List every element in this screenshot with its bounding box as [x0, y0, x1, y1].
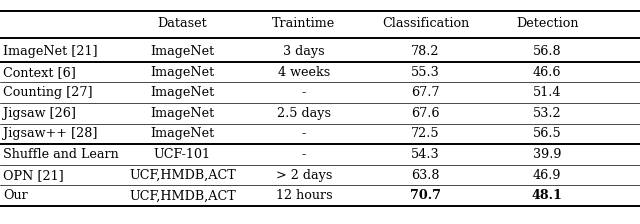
Text: 70.7: 70.7 — [410, 189, 441, 202]
Text: UCF-101: UCF-101 — [154, 148, 211, 161]
Text: Classification: Classification — [382, 17, 469, 30]
Text: 12 hours: 12 hours — [276, 189, 332, 202]
Text: -: - — [302, 148, 306, 161]
Text: 2.5 days: 2.5 days — [277, 107, 331, 120]
Text: > 2 days: > 2 days — [276, 169, 332, 182]
Text: Jigsaw++ [28]: Jigsaw++ [28] — [3, 127, 98, 140]
Text: 51.4: 51.4 — [533, 86, 561, 99]
Text: UCF,HMDB,ACT: UCF,HMDB,ACT — [129, 169, 236, 182]
Text: 67.6: 67.6 — [412, 107, 440, 120]
Text: OPN [21]: OPN [21] — [3, 169, 64, 182]
Text: 46.6: 46.6 — [533, 66, 561, 79]
Text: Traintime: Traintime — [273, 17, 335, 30]
Text: 72.5: 72.5 — [412, 127, 440, 140]
Text: Dataset: Dataset — [157, 17, 207, 30]
Text: Context [6]: Context [6] — [3, 66, 76, 79]
Text: 39.9: 39.9 — [533, 148, 561, 161]
Text: 53.2: 53.2 — [533, 107, 561, 120]
Text: 78.2: 78.2 — [412, 45, 440, 58]
Text: ImageNet [21]: ImageNet [21] — [3, 45, 98, 58]
Text: 4 weeks: 4 weeks — [278, 66, 330, 79]
Text: 63.8: 63.8 — [412, 169, 440, 182]
Text: ImageNet: ImageNet — [150, 66, 214, 79]
Text: 48.1: 48.1 — [532, 189, 563, 202]
Text: 46.9: 46.9 — [533, 169, 561, 182]
Text: Counting [27]: Counting [27] — [3, 86, 93, 99]
Text: Shuffle and Learn: Shuffle and Learn — [3, 148, 119, 161]
Text: ImageNet: ImageNet — [150, 45, 214, 58]
Text: 56.8: 56.8 — [533, 45, 561, 58]
Text: 56.5: 56.5 — [533, 127, 561, 140]
Text: 54.3: 54.3 — [412, 148, 440, 161]
Text: 3 days: 3 days — [283, 45, 325, 58]
Text: Our: Our — [3, 189, 28, 202]
Text: ImageNet: ImageNet — [150, 107, 214, 120]
Text: ImageNet: ImageNet — [150, 86, 214, 99]
Text: Detection: Detection — [516, 17, 579, 30]
Text: 55.3: 55.3 — [412, 66, 440, 79]
Text: UCF,HMDB,ACT: UCF,HMDB,ACT — [129, 189, 236, 202]
Text: 67.7: 67.7 — [412, 86, 440, 99]
Text: -: - — [302, 127, 306, 140]
Text: ImageNet: ImageNet — [150, 127, 214, 140]
Text: -: - — [302, 86, 306, 99]
Text: Jigsaw [26]: Jigsaw [26] — [3, 107, 76, 120]
